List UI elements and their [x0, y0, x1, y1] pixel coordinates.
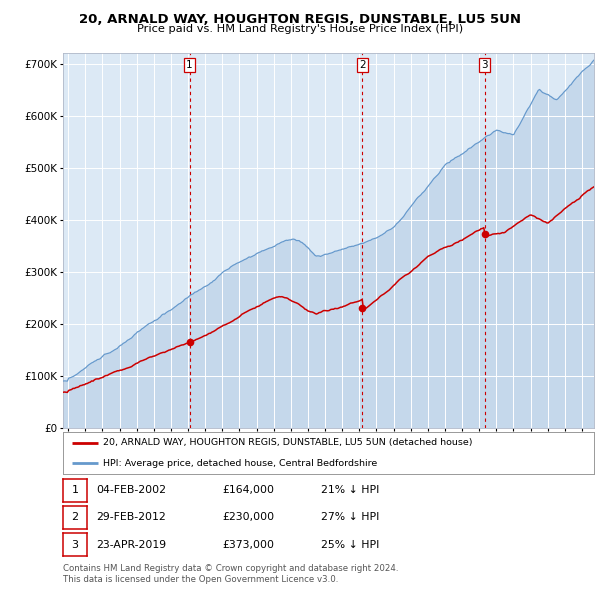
Text: 1: 1 — [71, 486, 79, 495]
Text: 29-FEB-2012: 29-FEB-2012 — [96, 513, 166, 522]
Text: 3: 3 — [71, 540, 79, 549]
Text: Contains HM Land Registry data © Crown copyright and database right 2024.: Contains HM Land Registry data © Crown c… — [63, 565, 398, 573]
Text: 20, ARNALD WAY, HOUGHTON REGIS, DUNSTABLE, LU5 5UN (detached house): 20, ARNALD WAY, HOUGHTON REGIS, DUNSTABL… — [103, 438, 472, 447]
Text: 2: 2 — [71, 513, 79, 522]
Text: £164,000: £164,000 — [222, 486, 274, 495]
Text: HPI: Average price, detached house, Central Bedfordshire: HPI: Average price, detached house, Cent… — [103, 459, 377, 468]
Text: 25% ↓ HPI: 25% ↓ HPI — [321, 540, 379, 549]
Text: This data is licensed under the Open Government Licence v3.0.: This data is licensed under the Open Gov… — [63, 575, 338, 584]
Text: 3: 3 — [481, 60, 488, 70]
Text: 04-FEB-2002: 04-FEB-2002 — [96, 486, 166, 495]
Text: £373,000: £373,000 — [222, 540, 274, 549]
Text: 1: 1 — [186, 60, 193, 70]
Text: Price paid vs. HM Land Registry's House Price Index (HPI): Price paid vs. HM Land Registry's House … — [137, 24, 463, 34]
Text: 23-APR-2019: 23-APR-2019 — [96, 540, 166, 549]
Text: 2: 2 — [359, 60, 365, 70]
Text: £230,000: £230,000 — [222, 513, 274, 522]
Text: 21% ↓ HPI: 21% ↓ HPI — [321, 486, 379, 495]
Text: 20, ARNALD WAY, HOUGHTON REGIS, DUNSTABLE, LU5 5UN: 20, ARNALD WAY, HOUGHTON REGIS, DUNSTABL… — [79, 13, 521, 26]
Text: 27% ↓ HPI: 27% ↓ HPI — [321, 513, 379, 522]
